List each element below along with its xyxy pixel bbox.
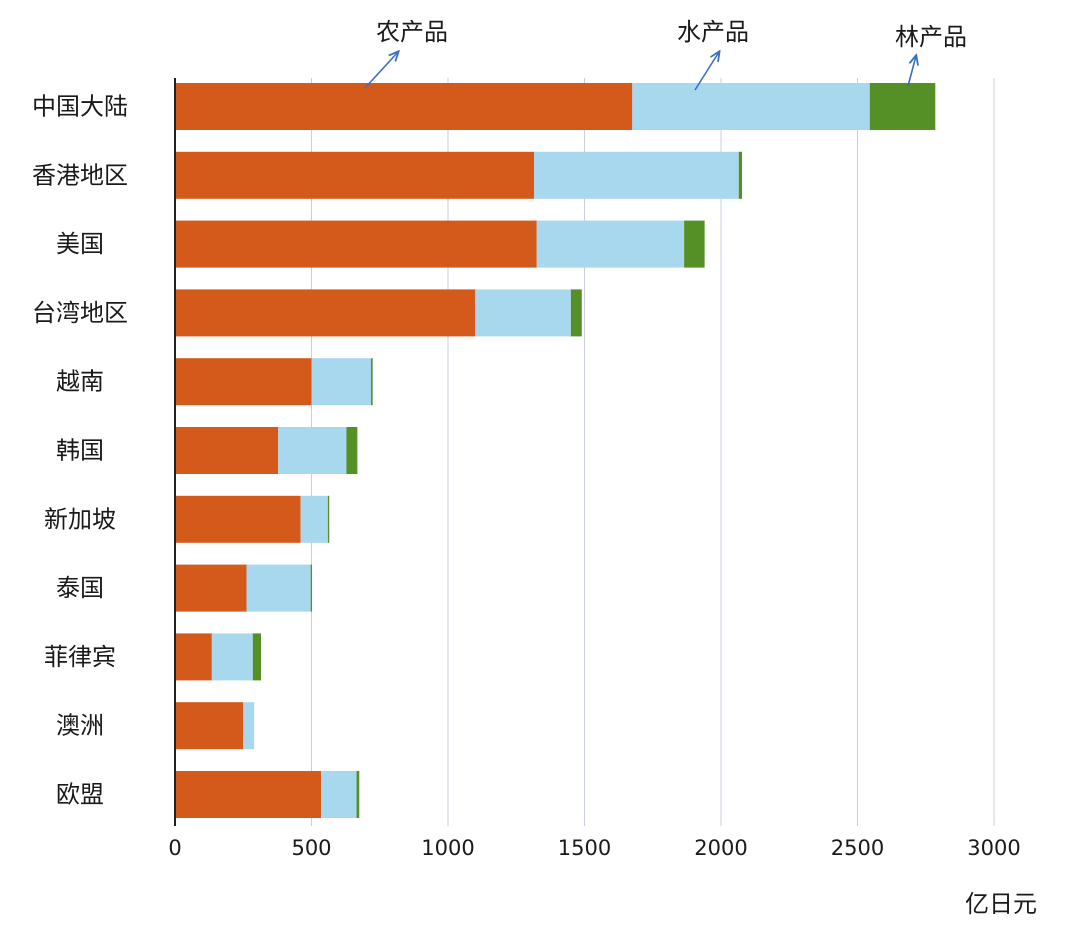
bar-segment: [570, 289, 582, 337]
legend-label: 水产品: [677, 18, 749, 46]
x-tick-label: 1000: [421, 836, 474, 860]
x-tick-label: 0: [168, 836, 181, 860]
bar-segment: [175, 83, 633, 130]
bar-segment: [321, 771, 357, 818]
bar-segment: [175, 358, 312, 406]
gridlines: [311, 78, 995, 826]
x-tick-label: 500: [291, 836, 331, 860]
bar-segment: [533, 151, 739, 199]
bar-segment: [211, 633, 253, 681]
bar-segment: [300, 495, 328, 543]
bar-segment: [175, 495, 301, 543]
category-label: 美国: [56, 230, 104, 258]
bar-segment: [175, 151, 534, 199]
legend-callouts: 农产品 水产品 林产品: [364, 18, 967, 91]
bars: [175, 83, 936, 818]
x-axis-label: 亿日元: [965, 890, 1037, 918]
category-label: 泰国: [56, 574, 104, 602]
legend-arrow: [364, 52, 398, 89]
category-label: 香港地区: [32, 161, 128, 189]
bar-segment: [327, 495, 330, 543]
bar-segment: [346, 427, 358, 474]
bar-segment: [175, 564, 247, 612]
x-tick-label: 2000: [694, 836, 747, 860]
category-label: 欧盟: [56, 781, 104, 809]
labels: 0 500 1000 1500 2000 2500 3000 亿日元 中国大陆香港地区美国台湾地…: [32, 93, 1037, 919]
bar-segment: [175, 220, 537, 268]
bar-segment: [310, 564, 313, 612]
bar-segment: [175, 289, 476, 337]
bar-segment: [632, 83, 870, 130]
bar-segment: [175, 427, 279, 474]
legend-arrow: [694, 52, 719, 91]
bar-segment: [371, 358, 373, 406]
bar-segment: [246, 564, 311, 612]
bar-segment: [243, 702, 255, 750]
bar-segment: [252, 633, 261, 681]
x-tick-label: 3000: [967, 836, 1020, 860]
bar-segment: [175, 633, 212, 681]
x-tick-label: 2500: [831, 836, 884, 860]
bar-segment: [738, 151, 743, 199]
bar-segment: [684, 220, 705, 268]
bar-segment: [356, 771, 360, 818]
legend-label: 农产品: [376, 18, 448, 46]
bar-segment: [869, 83, 936, 130]
category-label: 韩国: [56, 437, 104, 465]
bar-segment: [175, 771, 322, 818]
bar-segment: [311, 358, 372, 406]
category-label: 台湾地区: [32, 299, 128, 327]
x-tick-label: 1500: [558, 836, 611, 860]
bar-segment: [175, 702, 244, 750]
bar-segment: [536, 220, 685, 268]
category-label: 菲律宾: [44, 643, 116, 671]
category-label: 新加坡: [44, 505, 116, 533]
legend-label: 林产品: [895, 23, 967, 51]
bar-segment: [475, 289, 571, 337]
legend-arrow: [907, 56, 916, 87]
category-label: 越南: [56, 368, 104, 396]
category-label: 中国大陆: [32, 93, 128, 121]
category-label: 澳洲: [56, 712, 104, 740]
bar-segment: [278, 427, 347, 474]
